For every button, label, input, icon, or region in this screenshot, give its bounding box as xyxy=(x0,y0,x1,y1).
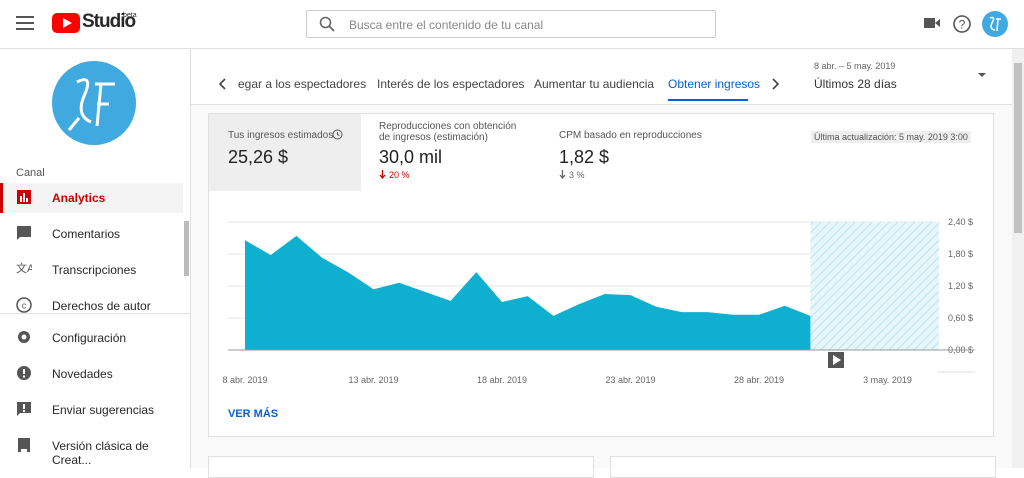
x-tick-label: 13 abr. 2019 xyxy=(348,375,398,385)
logo-icon[interactable] xyxy=(52,13,80,33)
nav-item[interactable]: Comentarios xyxy=(0,219,183,249)
section-label: Canal xyxy=(16,167,45,179)
nav-item[interactable]: Configuración xyxy=(0,323,183,353)
metric-change: 20 % xyxy=(389,170,410,180)
x-tick-label: 28 abr. 2019 xyxy=(734,375,784,385)
divider xyxy=(191,104,1012,105)
channel-avatar xyxy=(52,61,136,145)
svg-text:?: ? xyxy=(959,18,966,32)
tab-active[interactable]: Obtener ingresos xyxy=(668,77,761,91)
svg-text:文A: 文A xyxy=(16,261,32,275)
nav-item[interactable]: Versión clásica de Creat... xyxy=(0,431,183,467)
search-box[interactable]: Busca entre el contenido de tu canal xyxy=(306,10,716,38)
nav-label: Configuración xyxy=(52,331,127,345)
y-tick-label: 1,20 $ xyxy=(948,281,973,291)
header: Studio beta Busca entre el contenido de … xyxy=(0,0,1024,49)
nav-item[interactable]: 文A Transcripciones xyxy=(0,255,183,285)
card xyxy=(208,456,594,478)
metric-label: CPM basado en reproducciones xyxy=(559,130,702,141)
date-dropdown[interactable] xyxy=(977,72,987,78)
divider xyxy=(0,313,190,314)
metric-selected[interactable] xyxy=(209,114,361,191)
nav-label: Enviar sugerencias xyxy=(52,403,155,417)
search-placeholder: Busca entre el contenido de tu canal xyxy=(349,18,544,32)
down-arrow xyxy=(559,170,566,179)
tab-next[interactable] xyxy=(770,78,780,90)
sidebar-scrollbar[interactable] xyxy=(184,221,189,276)
y-tick-label: 0,60 $ xyxy=(948,313,973,323)
metric-label: Reproducciones con obtención de ingresos… xyxy=(379,121,517,143)
tab-bar xyxy=(191,49,1012,105)
nav-label: Transcripciones xyxy=(52,263,137,277)
x-tick-label: 23 abr. 2019 xyxy=(605,375,655,385)
nav-label: Analytics xyxy=(52,191,106,205)
x-tick-label: 18 abr. 2019 xyxy=(477,375,527,385)
y-tick-label: 1,80 $ xyxy=(948,249,973,259)
menu-button[interactable] xyxy=(16,16,34,30)
tab-underline xyxy=(668,99,748,101)
last-update: Última actualización: 5 may. 2019 3:00 xyxy=(811,131,971,143)
metric-change: 3 % xyxy=(569,170,585,180)
y-tick-label: 2,40 $ xyxy=(948,217,973,227)
nav-item[interactable]: Novedades xyxy=(0,359,183,389)
nav-label: Derechos de autor xyxy=(52,299,151,313)
card xyxy=(610,456,996,478)
help-icon[interactable]: ? xyxy=(952,14,972,34)
tab[interactable]: Aumentar tu audiencia xyxy=(534,77,655,91)
tab[interactable]: Interés de los espectadores xyxy=(377,77,525,91)
info-icon xyxy=(332,129,343,140)
nav-label: Novedades xyxy=(52,367,113,381)
tab[interactable]: egar a los espectadores xyxy=(238,77,367,91)
see-more-link[interactable]: VER MÁS xyxy=(228,408,279,420)
date-range: 8 abr. – 5 may. 2019 xyxy=(814,61,896,71)
x-tick-label: 3 may. 2019 xyxy=(863,375,912,385)
down-arrow xyxy=(379,170,386,179)
x-tick-label: 8 abr. 2019 xyxy=(222,375,267,385)
beta-badge: beta xyxy=(123,12,137,19)
svg-text:c: c xyxy=(22,301,27,311)
nav-label: Versión clásica de Creat... xyxy=(52,439,149,467)
area xyxy=(245,235,811,350)
metric-label: Tus ingresos estimados xyxy=(228,130,334,141)
metric-value: 30,0 mil xyxy=(379,147,443,167)
chart: 0,00 $0,60 $1,20 $1,80 $2,40 $8 abr. 201… xyxy=(222,217,975,385)
avatar[interactable] xyxy=(982,11,1008,37)
metric-value: 1,82 $ xyxy=(559,147,610,167)
nav-item[interactable]: Analytics xyxy=(0,183,183,213)
search-icon xyxy=(319,16,335,32)
no-data-region xyxy=(810,222,939,350)
nav-item[interactable]: Enviar sugerencias xyxy=(0,395,183,425)
nav-item[interactable]: c Derechos de autor xyxy=(0,291,183,321)
tab-prev[interactable] xyxy=(218,78,228,90)
play-icon xyxy=(833,355,841,365)
metric-value: 25,26 $ xyxy=(228,147,289,167)
sidebar: Canal Analytics Comentarios 文A Transcripc… xyxy=(0,49,191,468)
create-icon[interactable] xyxy=(924,16,940,30)
scrollbar[interactable] xyxy=(1012,49,1024,468)
nav-label: Comentarios xyxy=(52,227,121,241)
date-label[interactable]: Últimos 28 días xyxy=(814,77,897,91)
logo-text: Studio xyxy=(82,11,136,32)
